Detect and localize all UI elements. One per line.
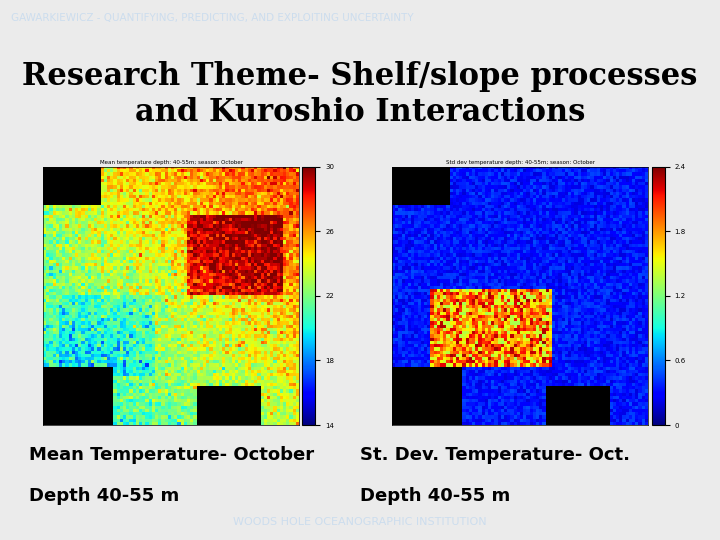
- Text: Research Theme- Shelf/slope processes
and Kuroshio Interactions: Research Theme- Shelf/slope processes an…: [22, 61, 698, 127]
- Title: Mean temperature depth: 40-55m; season: October: Mean temperature depth: 40-55m; season: …: [99, 160, 243, 165]
- Text: Mean Temperature- October: Mean Temperature- October: [29, 446, 314, 464]
- Text: St. Dev. Temperature- Oct.: St. Dev. Temperature- Oct.: [360, 446, 630, 464]
- Text: Depth 40-55 m: Depth 40-55 m: [360, 487, 510, 505]
- Title: Std dev temperature depth: 40-55m; season: October: Std dev temperature depth: 40-55m; seaso…: [446, 160, 595, 165]
- Text: WOODS HOLE OCEANOGRAPHIC INSTITUTION: WOODS HOLE OCEANOGRAPHIC INSTITUTION: [233, 517, 487, 528]
- Text: GAWARKIEWICZ - QUANTIFYING, PREDICTING, AND EXPLOITING UNCERTAINTY: GAWARKIEWICZ - QUANTIFYING, PREDICTING, …: [11, 12, 413, 23]
- Text: Depth 40-55 m: Depth 40-55 m: [29, 487, 179, 505]
